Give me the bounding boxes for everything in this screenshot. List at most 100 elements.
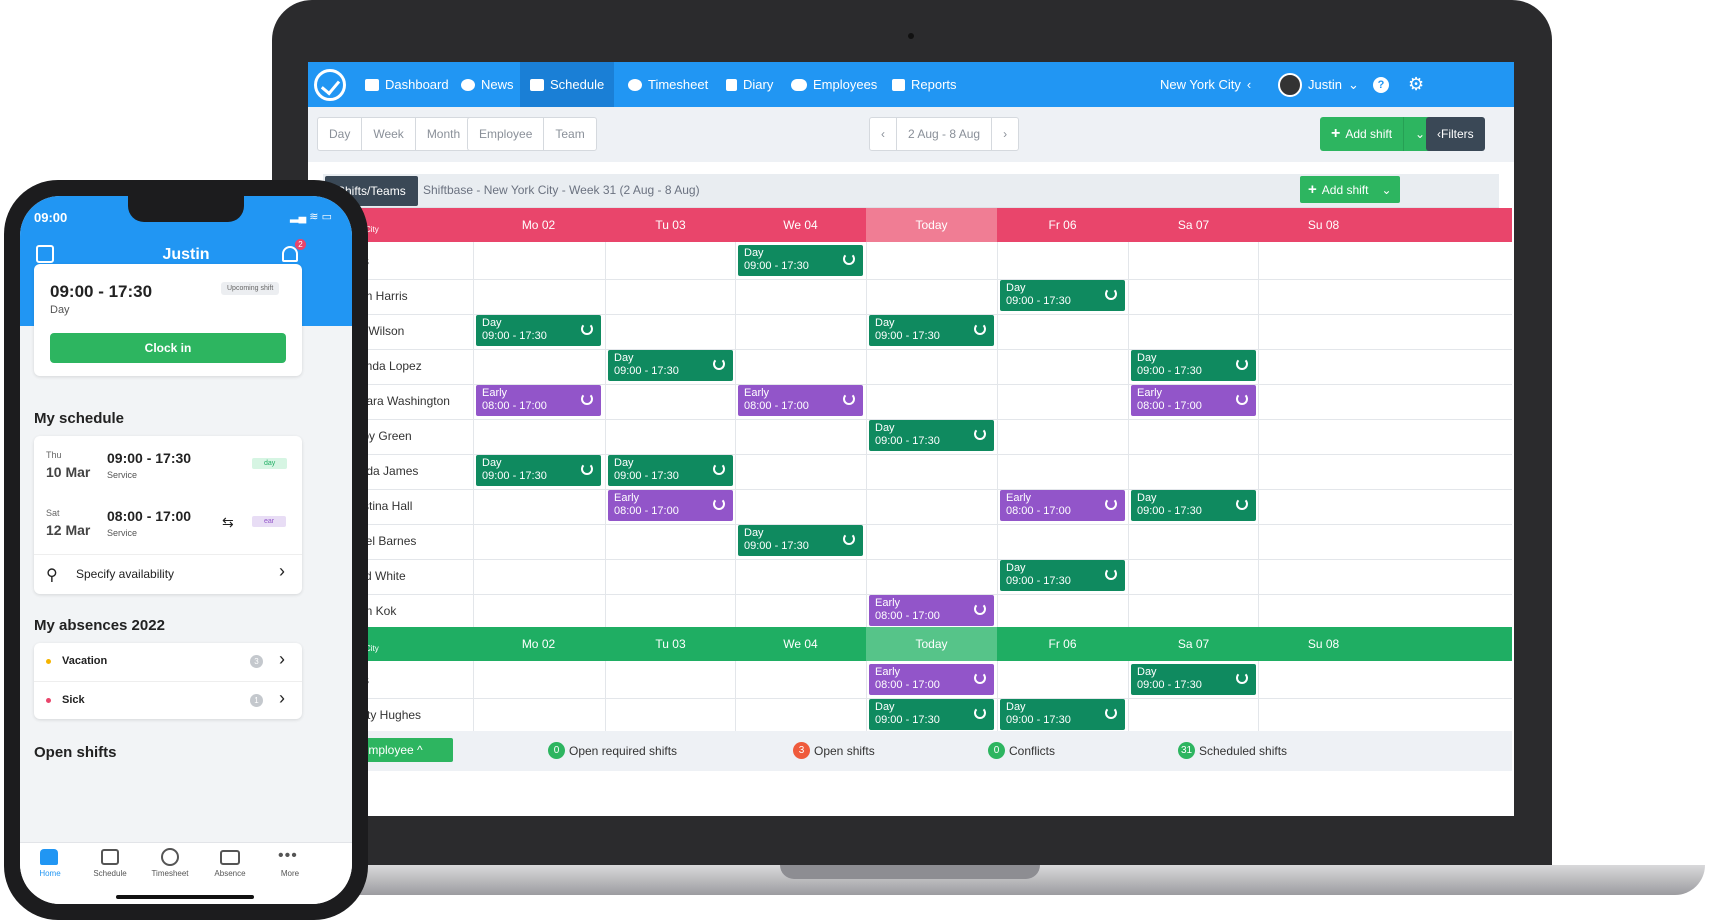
prev-week-button[interactable]: ‹: [870, 118, 897, 150]
employee-name[interactable]: Barbara Washington: [341, 394, 450, 408]
nav-reports[interactable]: Reports: [892, 62, 957, 107]
shift-block[interactable]: Day 09:00 - 17:30: [1000, 699, 1125, 730]
day-cell[interactable]: [735, 277, 866, 314]
day-cell[interactable]: [997, 557, 1128, 594]
shift-block[interactable]: Day 09:00 - 17:30: [476, 455, 601, 486]
tab-schedule[interactable]: Schedule: [93, 869, 127, 878]
day-cell[interactable]: [1128, 487, 1259, 524]
day-cell[interactable]: [605, 452, 736, 489]
tab-home[interactable]: Home: [39, 869, 61, 878]
day-cell[interactable]: [735, 557, 866, 594]
shift-block[interactable]: Early 08:00 - 17:00: [608, 490, 733, 521]
day-cell[interactable]: [866, 382, 997, 419]
day-cell[interactable]: [1128, 661, 1259, 698]
day-cell[interactable]: [866, 522, 997, 559]
day-cell[interactable]: [997, 347, 1128, 384]
specify-availability-item[interactable]: ⚲ Specify availability ›: [34, 554, 302, 592]
schedule-item[interactable]: Thu 10 Mar 09:00 - 17:30 Service day: [34, 436, 302, 494]
day-cell[interactable]: [1128, 277, 1259, 314]
scan-icon[interactable]: [36, 245, 54, 263]
day-cell[interactable]: [473, 487, 604, 524]
add-shift-button-secondary[interactable]: + Add shift ⌄: [1300, 176, 1400, 203]
tab-month[interactable]: Month: [426, 127, 461, 141]
tab-day[interactable]: Day: [318, 118, 363, 150]
day-cell[interactable]: [473, 557, 604, 594]
clock-in-button[interactable]: Clock in: [50, 333, 286, 363]
day-cell[interactable]: [997, 312, 1128, 349]
day-cell[interactable]: [1258, 417, 1389, 454]
shift-block[interactable]: Day 09:00 - 17:30: [608, 455, 733, 486]
shift-block[interactable]: Day 09:00 - 17:30: [1000, 560, 1125, 591]
day-cell[interactable]: [1258, 522, 1389, 559]
shift-block[interactable]: Day 09:00 - 17:30: [476, 315, 601, 346]
day-cell[interactable]: [997, 452, 1128, 489]
shift-block[interactable]: Day 09:00 - 17:30: [738, 525, 863, 556]
shift-block[interactable]: Early 08:00 - 17:00: [738, 385, 863, 416]
day-cell[interactable]: [997, 382, 1128, 419]
day-cell[interactable]: [866, 277, 997, 314]
tab-timesheet[interactable]: Timesheet: [151, 869, 189, 878]
day-cell[interactable]: [735, 417, 866, 454]
date-range[interactable]: 2 Aug - 8 Aug: [897, 118, 993, 150]
day-cell[interactable]: [735, 696, 866, 733]
day-cell[interactable]: [473, 382, 604, 419]
location-selector[interactable]: New York City ‹: [1160, 77, 1252, 92]
day-cell[interactable]: [866, 592, 997, 629]
day-cell[interactable]: [605, 522, 736, 559]
shift-block[interactable]: Day 09:00 - 17:30: [869, 420, 994, 451]
tab-week[interactable]: Week: [362, 118, 416, 150]
add-shift-button[interactable]: + Add shift ⌄: [1320, 117, 1437, 151]
day-cell[interactable]: [1128, 696, 1259, 733]
day-cell[interactable]: [1258, 452, 1389, 489]
day-cell[interactable]: [997, 487, 1128, 524]
shift-block[interactable]: Day 09:00 - 17:30: [869, 315, 994, 346]
day-cell[interactable]: [866, 661, 997, 698]
day-cell[interactable]: [1128, 592, 1259, 629]
day-cell[interactable]: [605, 242, 736, 279]
day-cell[interactable]: [1128, 382, 1259, 419]
bell-icon[interactable]: [282, 246, 298, 262]
day-cell[interactable]: [473, 452, 604, 489]
day-cell[interactable]: [605, 696, 736, 733]
nav-diary[interactable]: Diary: [726, 62, 773, 107]
day-cell[interactable]: [997, 592, 1128, 629]
day-cell[interactable]: [735, 312, 866, 349]
day-cell[interactable]: [1258, 661, 1389, 698]
shift-block[interactable]: Day 09:00 - 17:30: [1131, 350, 1256, 381]
day-cell[interactable]: [866, 417, 997, 454]
gear-icon[interactable]: ⚙: [1408, 74, 1425, 94]
day-cell[interactable]: [866, 452, 997, 489]
day-cell[interactable]: [605, 592, 736, 629]
shift-block[interactable]: Day 09:00 - 17:30: [869, 699, 994, 730]
day-cell[interactable]: [997, 522, 1128, 559]
day-cell[interactable]: [1128, 417, 1259, 454]
day-cell[interactable]: [997, 661, 1128, 698]
day-cell[interactable]: [1258, 487, 1389, 524]
day-cell[interactable]: [1258, 277, 1389, 314]
absence-item[interactable]: Vacation 3 ›: [34, 643, 302, 681]
day-cell[interactable]: [1128, 522, 1259, 559]
shift-block[interactable]: Day 09:00 - 17:30: [738, 245, 863, 276]
day-cell[interactable]: [997, 696, 1128, 733]
day-cell[interactable]: [605, 277, 736, 314]
day-cell[interactable]: [1258, 557, 1389, 594]
shift-block[interactable]: Early 08:00 - 17:00: [1000, 490, 1125, 521]
nav-schedule[interactable]: Schedule: [520, 62, 615, 107]
day-cell[interactable]: [866, 487, 997, 524]
day-cell[interactable]: [473, 347, 604, 384]
day-cell[interactable]: [735, 382, 866, 419]
day-cell[interactable]: [605, 417, 736, 454]
chevron-down-icon[interactable]: ⌄: [1415, 127, 1426, 141]
day-cell[interactable]: [1258, 312, 1389, 349]
day-cell[interactable]: [473, 522, 604, 559]
day-cell[interactable]: [735, 452, 866, 489]
day-cell[interactable]: [866, 557, 997, 594]
swap-icon[interactable]: ⇆: [222, 514, 234, 530]
day-cell[interactable]: [473, 417, 604, 454]
day-cell[interactable]: [997, 417, 1128, 454]
day-cell[interactable]: [1128, 347, 1259, 384]
day-cell[interactable]: [735, 592, 866, 629]
day-cell[interactable]: [605, 312, 736, 349]
day-cell[interactable]: [1258, 382, 1389, 419]
day-cell[interactable]: [1128, 452, 1259, 489]
